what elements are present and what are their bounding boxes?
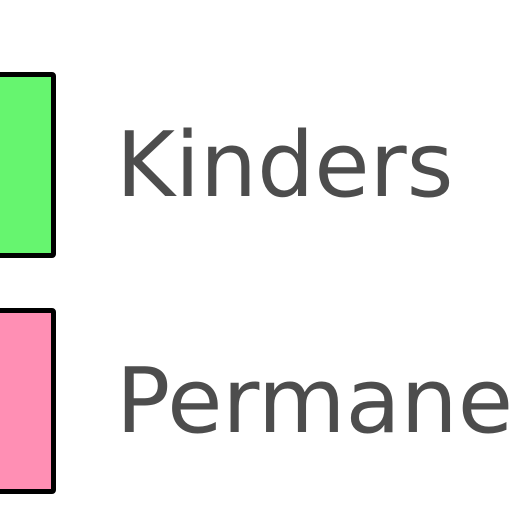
legend-item-permane: Permane — [0, 308, 512, 494]
legend-label-kinders: Kinders — [116, 113, 454, 218]
legend-item-kinders: Kinders — [0, 72, 512, 258]
legend-swatch-permane — [0, 308, 56, 494]
legend-swatch-kinders — [0, 72, 56, 258]
legend-label-permane: Permane — [116, 349, 512, 454]
